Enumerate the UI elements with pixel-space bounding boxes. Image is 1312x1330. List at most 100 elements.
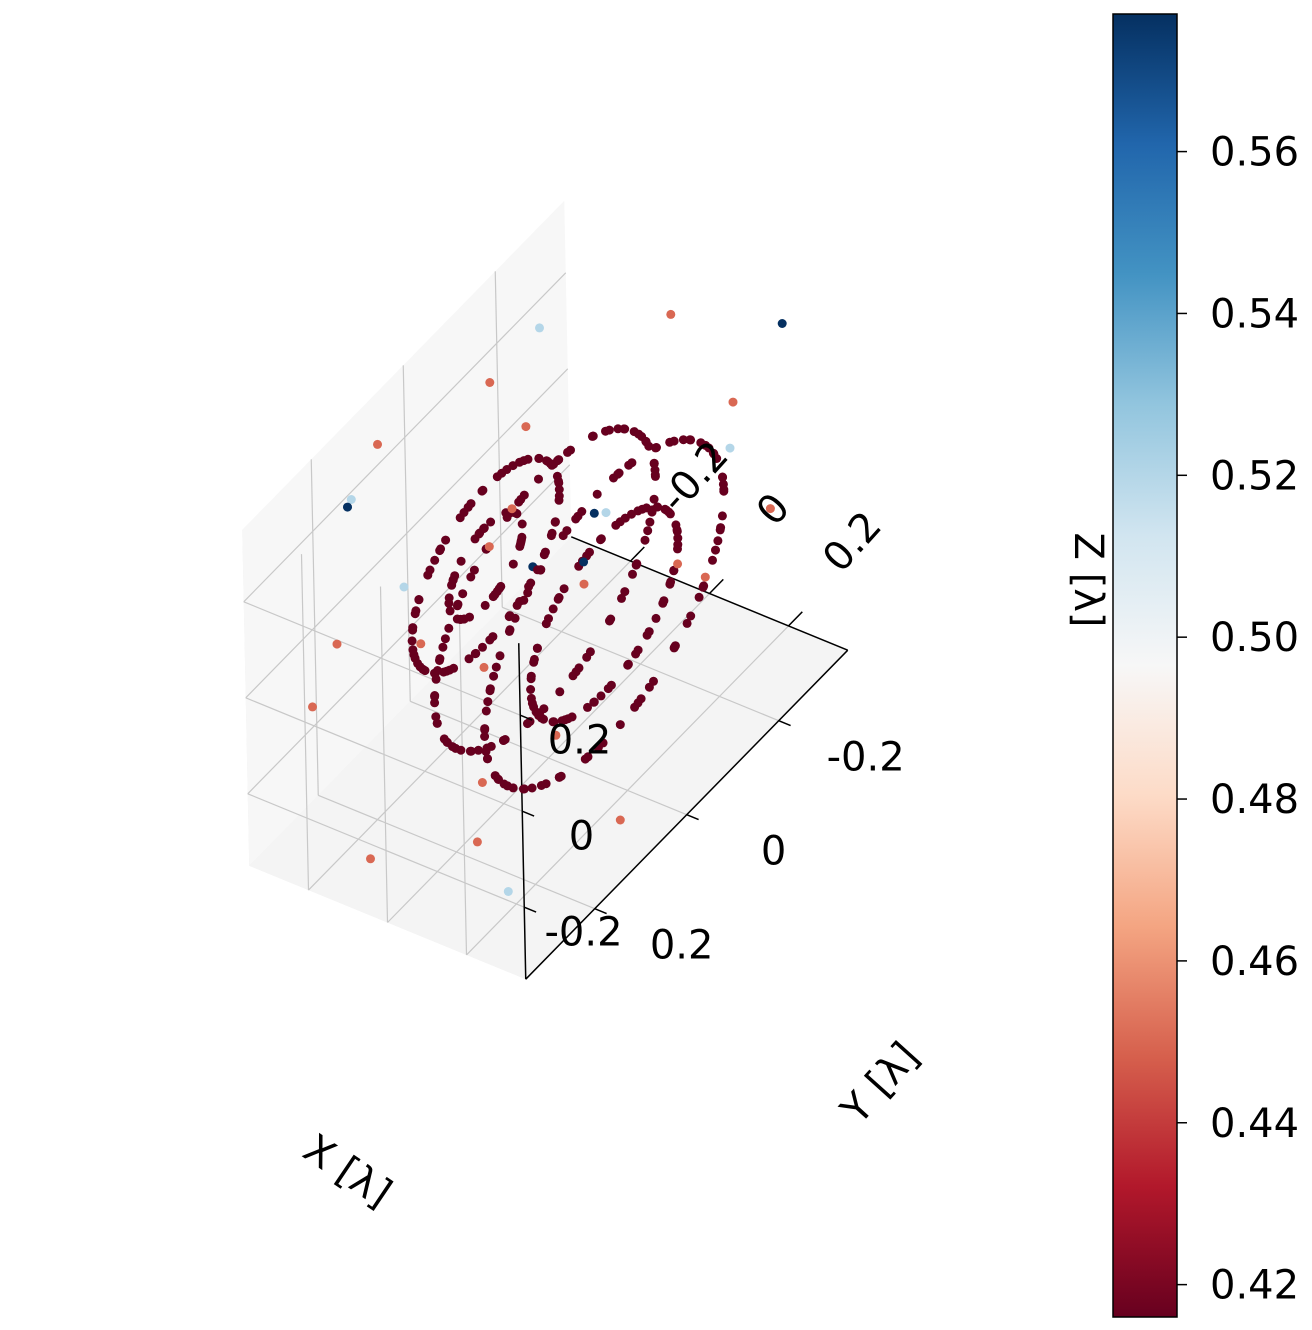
scatter-points (308, 309, 787, 896)
data-point (456, 556, 466, 566)
data-point (473, 745, 483, 755)
data-point (588, 431, 598, 441)
data-point (628, 569, 637, 579)
data-point (526, 578, 536, 588)
data-point (483, 754, 492, 764)
data-point (708, 555, 717, 565)
y-tick-label: 0.2 (650, 922, 714, 968)
data-point (420, 666, 430, 676)
data-point (700, 572, 710, 582)
data-point (649, 494, 659, 504)
data-point (659, 596, 669, 606)
data-point (728, 397, 738, 407)
data-point (449, 663, 459, 673)
data-point (471, 648, 481, 658)
data-point (716, 523, 726, 533)
data-point (444, 593, 454, 603)
data-point (640, 535, 650, 545)
colorbar-tick-label: 0.52 (1210, 453, 1299, 499)
z-tick-mark (521, 810, 535, 817)
data-point (441, 535, 451, 545)
data-point (589, 697, 599, 707)
data-point (456, 745, 466, 755)
data-point (566, 445, 575, 455)
data-point (592, 489, 602, 499)
colorbar-tick-label: 0.44 (1210, 1101, 1299, 1147)
data-point (765, 504, 775, 514)
data-point (308, 702, 317, 712)
data-point (536, 565, 546, 575)
data-point (620, 587, 630, 597)
data-point (620, 424, 630, 434)
data-point (523, 588, 533, 598)
data-point (673, 559, 683, 569)
data-point (596, 691, 606, 701)
data-point (500, 735, 510, 744)
grid-line (243, 601, 521, 716)
y-tick-mark (686, 814, 699, 821)
data-point (615, 720, 625, 730)
data-point (596, 534, 606, 544)
data-point (627, 458, 637, 468)
z-tick-label: -0.2 (544, 910, 622, 956)
x-tick-mark (708, 578, 724, 595)
data-point (651, 613, 661, 623)
data-point (532, 643, 542, 653)
data-point (632, 559, 642, 569)
data-point (480, 724, 490, 734)
data-point (523, 454, 533, 464)
data-point (346, 495, 356, 504)
data-point (481, 747, 491, 756)
data-point (507, 504, 517, 514)
data-point (670, 641, 680, 651)
colorbar-gradient (1112, 13, 1178, 1318)
data-point (430, 698, 440, 708)
data-point (556, 771, 566, 781)
y-tick-mark (594, 908, 607, 915)
z-tick-mark (523, 906, 537, 913)
data-point (526, 671, 536, 681)
data-point (464, 654, 474, 664)
data-point (699, 581, 709, 591)
grid-line (466, 625, 789, 956)
z-tick-mark (519, 714, 533, 721)
data-point (489, 671, 499, 681)
data-point (508, 783, 518, 793)
x-tick-label: 0 (748, 485, 799, 535)
data-point (430, 691, 440, 700)
data-point (665, 509, 675, 519)
data-point (496, 581, 506, 591)
data-point (534, 453, 544, 463)
data-point (517, 532, 527, 542)
data-point (373, 439, 382, 449)
data-point (510, 613, 520, 623)
data-point (554, 455, 564, 465)
data-point (525, 717, 535, 726)
data-point (541, 779, 551, 789)
data-point (435, 654, 445, 664)
data-point (540, 547, 550, 557)
data-point (719, 486, 729, 496)
data-point (585, 647, 595, 657)
data-point (614, 468, 624, 478)
data-point (486, 517, 496, 527)
data-point (579, 557, 589, 567)
data-point (604, 425, 614, 435)
y-tick-label: 0 (761, 828, 786, 874)
axes-panes (242, 200, 848, 980)
data-point (411, 606, 421, 616)
data-point (577, 507, 587, 516)
data-point (598, 738, 608, 748)
data-point (517, 519, 527, 529)
data-point (529, 654, 539, 664)
data-point (672, 527, 682, 536)
data-point (480, 600, 490, 610)
data-point (408, 623, 418, 633)
data-point (433, 666, 442, 675)
data-point (495, 651, 505, 661)
data-point (519, 784, 529, 794)
grid-line (410, 700, 687, 816)
data-point (686, 435, 696, 445)
grid-line (245, 697, 523, 812)
